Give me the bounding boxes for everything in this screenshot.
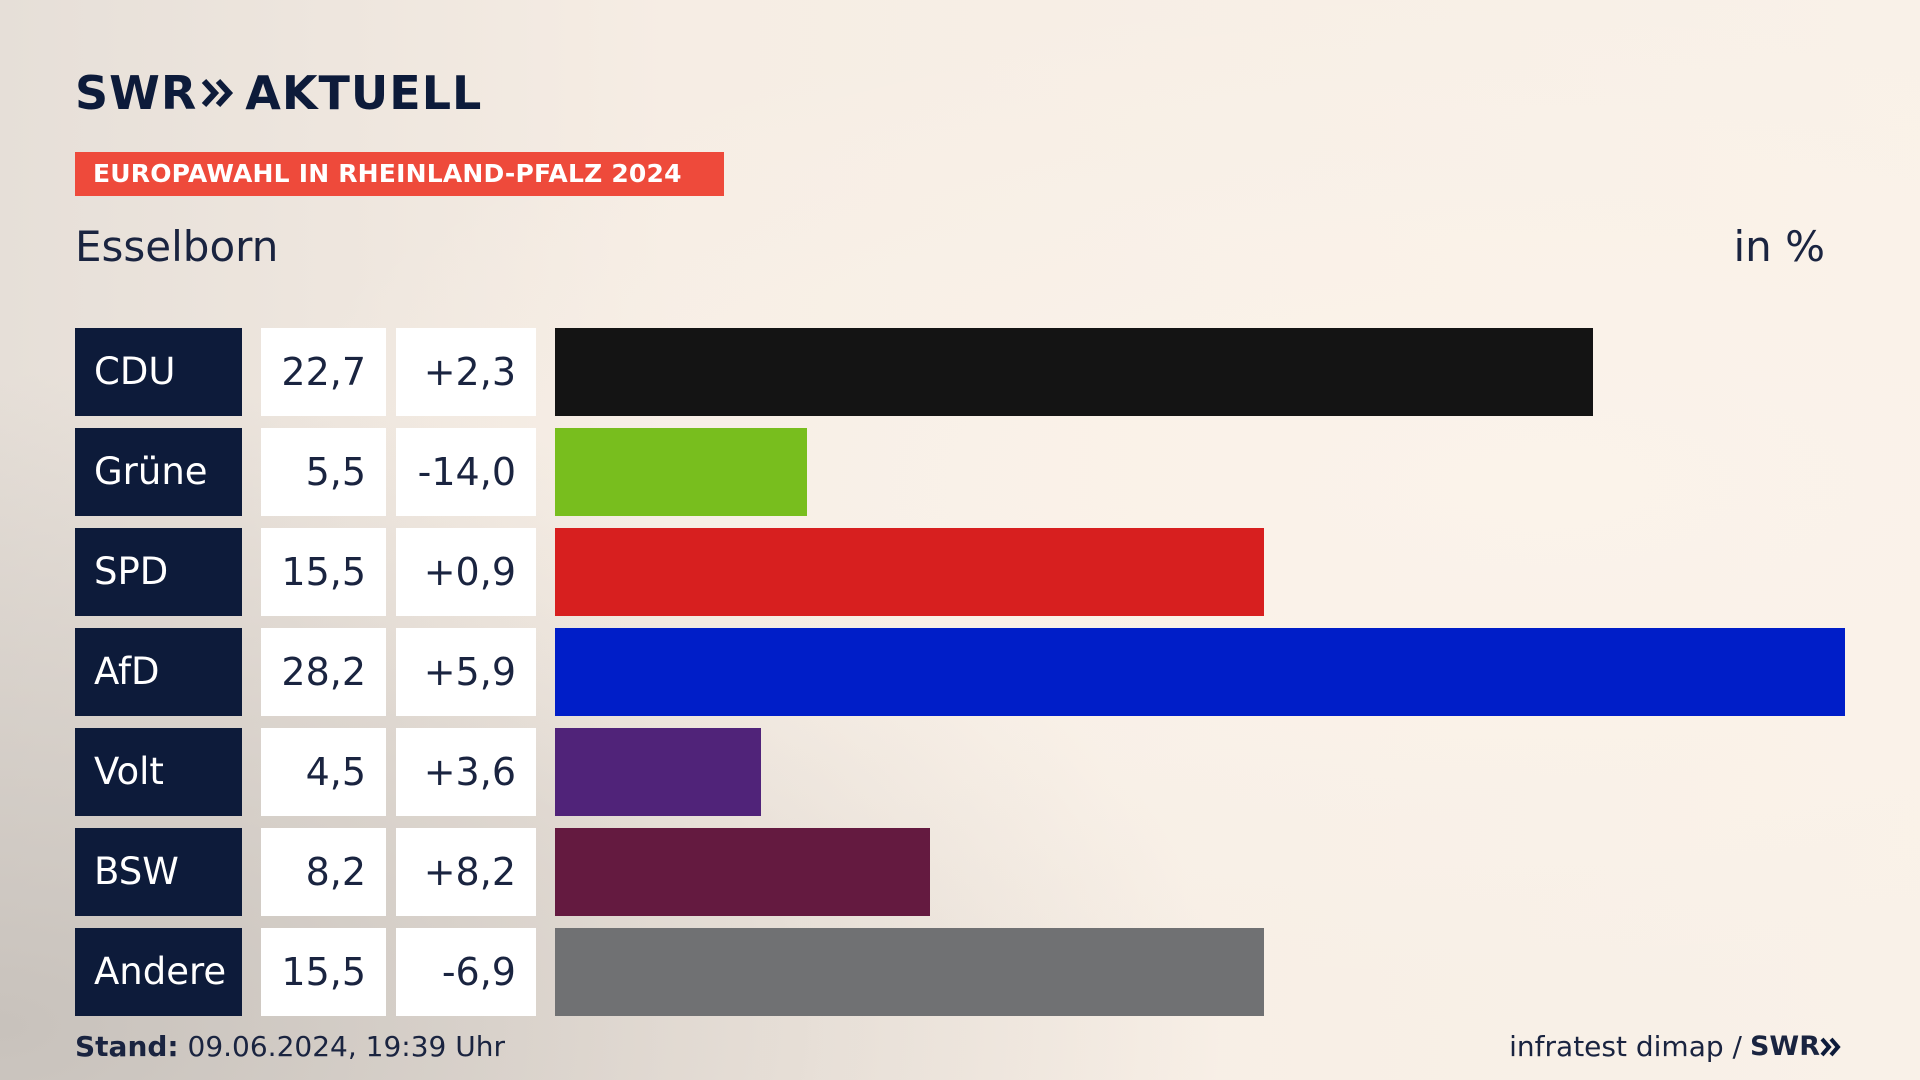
- vote-share-value: 28,2: [261, 628, 386, 716]
- swr-small-text: SWR: [1749, 1031, 1820, 1062]
- party-row: CDU 22,7 +2,3: [75, 328, 1845, 416]
- party-row: Volt 4,5 +3,6: [75, 728, 1845, 816]
- election-banner: EUROPAWAHL IN RHEINLAND-PFALZ 2024: [75, 152, 724, 196]
- logo-swr-text: SWR: [75, 66, 198, 120]
- double-chevron-icon: [201, 76, 235, 110]
- vote-share-value: 22,7: [261, 328, 386, 416]
- logo-aktuell-text: AKTUELL: [245, 66, 483, 120]
- place-title: Esselborn: [75, 222, 279, 271]
- double-chevron-small-icon: [1820, 1037, 1841, 1056]
- party-row: SPD 15,5 +0,9: [75, 528, 1845, 616]
- party-label: Volt: [75, 728, 242, 816]
- stand-label: Stand:: [75, 1030, 179, 1063]
- vote-change-value: -14,0: [396, 428, 536, 516]
- party-row: Grüne 5,5 -14,0: [75, 428, 1845, 516]
- bar-andere: [555, 928, 1264, 1016]
- party-row: BSW 8,2 +8,2: [75, 828, 1845, 916]
- bar-afd: [555, 628, 1845, 716]
- results-bar-chart: CDU 22,7 +2,3 Grüne 5,5 -14,0 SPD 15,5 +0,9 AfD 28…: [75, 328, 1845, 1018]
- swr-aktuell-logo: SWR AKTUELL: [75, 66, 483, 120]
- bar-grüne: [555, 428, 807, 516]
- bar-spd: [555, 528, 1264, 616]
- party-label: Grüne: [75, 428, 242, 516]
- vote-share-value: 4,5: [261, 728, 386, 816]
- party-label: Andere: [75, 928, 242, 1016]
- vote-share-value: 5,5: [261, 428, 386, 516]
- party-label: BSW: [75, 828, 242, 916]
- vote-change-value: +5,9: [396, 628, 536, 716]
- vote-change-value: -6,9: [396, 928, 536, 1016]
- party-label: CDU: [75, 328, 242, 416]
- source-text: infratest dimap /: [1509, 1030, 1742, 1063]
- party-row: Andere 15,5 -6,9: [75, 928, 1845, 1016]
- vote-change-value: +0,9: [396, 528, 536, 616]
- source-credit: infratest dimap / SWR: [1509, 1030, 1842, 1063]
- bar-cdu: [555, 328, 1593, 416]
- vote-change-value: +2,3: [396, 328, 536, 416]
- vote-share-value: 8,2: [261, 828, 386, 916]
- stand-value: 09.06.2024, 19:39 Uhr: [178, 1030, 505, 1063]
- vote-share-value: 15,5: [261, 528, 386, 616]
- timestamp: Stand: 09.06.2024, 19:39 Uhr: [75, 1030, 505, 1063]
- vote-change-value: +3,6: [396, 728, 536, 816]
- vote-share-value: 15,5: [261, 928, 386, 1016]
- party-row: AfD 28,2 +5,9: [75, 628, 1845, 716]
- bar-volt: [555, 728, 761, 816]
- party-label: AfD: [75, 628, 242, 716]
- party-label: SPD: [75, 528, 242, 616]
- swr-small-logo: SWR: [1750, 1031, 1842, 1062]
- vote-change-value: +8,2: [396, 828, 536, 916]
- bar-bsw: [555, 828, 930, 916]
- unit-label: in %: [1733, 222, 1825, 271]
